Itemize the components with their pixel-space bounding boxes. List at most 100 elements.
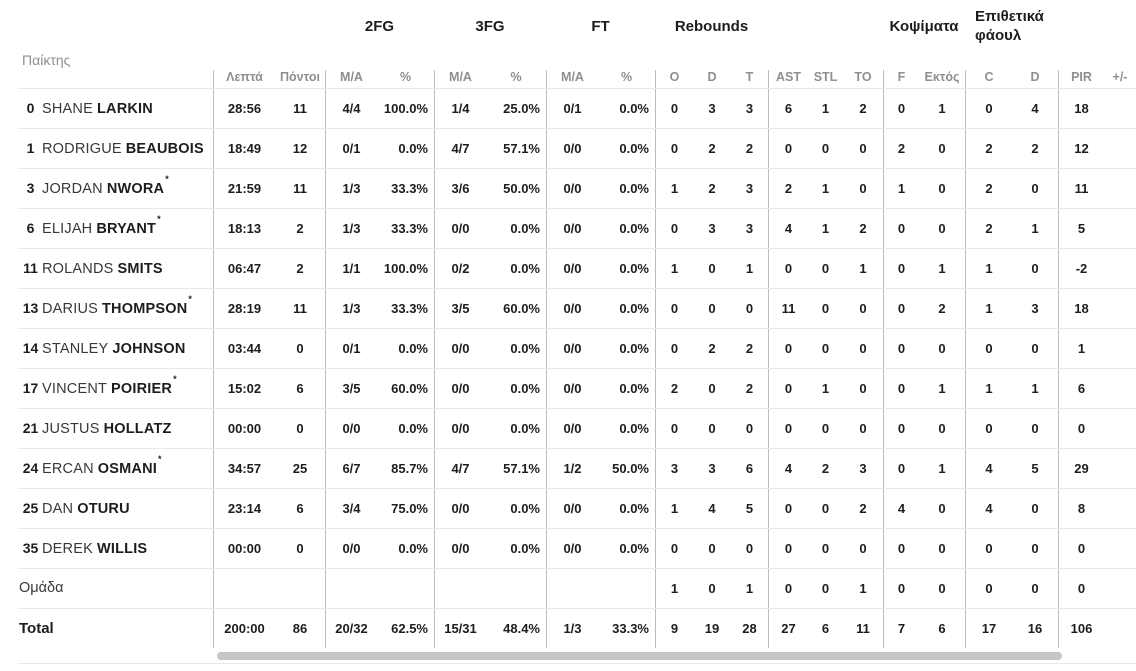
stat-cell: 4 [1031,100,1039,116]
stat-cell: 0 [655,208,693,248]
horizontal-scrollbar-thumb[interactable] [217,652,1062,660]
stat-cell [1104,248,1136,288]
stat-cell: 4 [883,488,919,528]
player-name[interactable]: DEREK WILLIS [42,539,148,557]
player-first-name: ERCAN [42,460,94,477]
stat-cell: 0/0 [546,408,598,448]
player-row[interactable]: 13 DARIUS THOMPSON* 28:19 11 1/3 33.3% 3/5 60.0%… [0,288,1136,328]
stat-cell: 7 [883,608,919,648]
stat-cell [1104,408,1136,448]
player-name[interactable]: RODRIGUE BEAUBOIS [42,139,205,157]
player-row[interactable]: 1 RODRIGUE BEAUBOIS 18:49 12 0/1 0.0% 4/7 57.1% 0… [0,128,1136,168]
player-name[interactable]: SHANE LARKIN [42,99,154,117]
stat-cell: 18:49 [213,128,275,168]
stat-cell: 2 [965,128,1012,168]
player-cell: 14 STANLEY JOHNSON [0,328,213,368]
stat-cell: 33.3% [612,620,649,636]
stat-cell: 0 [708,260,716,276]
player-cell: 3 JORDAN NWORA* [0,168,213,208]
player-row[interactable]: 0 SHANE LARKIN 28:56 11 4/4 100.0% 1/4 25.0% 0/1 0… [0,88,1136,128]
stat-cell: 19 [704,620,720,636]
stat-cell [275,568,325,608]
stat-cell [1104,488,1136,528]
player-name[interactable]: ELIJAH BRYANT* [42,214,161,237]
team-row-label: Ομάδα [19,580,64,596]
stat-cell: 33.3% [391,220,428,236]
stat-cell: 1 [821,220,830,236]
stat-cell: 62.5% [391,620,428,636]
player-row[interactable]: 21 JUSTUS HOLLATZ 00:00 0 0/0 0.0% 0/0 0.0% 0/0 0.… [0,408,1136,448]
stat-cell: 0.0% [510,540,540,556]
stat-cell: 0/0 [434,368,486,408]
stat-cell: 3 [745,100,754,116]
stat-cell: 0 [883,208,919,248]
starter-mark: * [188,294,193,305]
player-row[interactable]: 17 VINCENT POIRIER* 15:02 6 3/5 60.0% 0/0 0.0% 0/… [0,368,1136,408]
stat-cell: 100.0% [383,260,428,276]
stat-cell: 4 [768,208,808,248]
stat-cell: 0.0% [398,340,428,356]
stat-cell: 0.0% [510,500,540,516]
player-number: 21 [22,420,39,436]
player-row[interactable]: 35 DEREK WILLIS 00:00 0 0/0 0.0% 0/0 0.0% 0/0 0.0%… [0,528,1136,568]
player-name[interactable]: STANLEY JOHNSON [42,339,187,357]
starter-mark: * [173,374,177,385]
stat-cell: 2 [883,128,919,168]
stat-cell: 18 [1058,88,1104,128]
stat-cell: 11 [1058,168,1104,208]
stat-cell: 2 [745,140,754,156]
stat-cell: 48.4% [503,620,540,636]
player-name[interactable]: DAN OTURU [42,499,131,517]
stat-cell: 25 [292,460,308,476]
stat-cell: 0/0 [546,248,598,288]
stat-cell: 2 [821,460,830,476]
player-row[interactable]: 3 JORDAN NWORA* 21:59 11 1/3 33.3% 3/6 50.0% 0/0 0… [0,168,1136,208]
stat-cell: 0 [938,220,946,236]
stat-cell: 0/0 [546,528,598,568]
player-cell: 6 ELIJAH BRYANT* [0,208,213,248]
stat-cell: 4 [768,448,808,488]
stat-cell: 0.0% [510,220,540,236]
player-cell: 25 DAN OTURU [0,488,213,528]
player-row[interactable]: 25 DAN OTURU 23:14 6 3/4 75.0% 0/0 0.0% 0/0 0.0% 1 4… [0,488,1136,528]
stat-cell: 06:47 [213,248,275,288]
stat-cell: 1 [821,180,830,196]
stat-cell: 0 [965,408,1012,448]
player-name[interactable]: ROLANDS SMITS [42,259,164,277]
stat-cell: 3 [745,180,754,196]
stat-cell: 57.1% [503,460,540,476]
stat-cell: 1 [655,168,693,208]
stat-cell: 1/2 [546,448,598,488]
stat-cell: 0.0% [510,260,540,276]
player-row[interactable]: 14 STANLEY JOHNSON 03:44 0 0/1 0.0% 0/0 0.0% 0/0 0… [0,328,1136,368]
stat-column-header: D [707,70,717,84]
player-name[interactable]: DARIUS THOMPSON* [42,294,192,317]
stat-cell: 0 [1031,580,1039,596]
stat-cell: 0 [883,328,919,368]
stat-cell: 4 [965,448,1012,488]
player-cell: 1 RODRIGUE BEAUBOIS [0,128,213,168]
stat-cell: 2 [859,500,867,516]
player-row[interactable]: 11 ROLANDS SMITS 06:47 2 1/1 100.0% 0/2 0.0% 0/0 0… [0,248,1136,288]
player-cell: 24 ERCAN OSMANI* [0,448,213,488]
player-last-name: JOHNSON [112,340,186,357]
stat-cell: 20/32 [325,608,377,648]
stat-cell: 4 [965,488,1012,528]
player-row[interactable]: 6 ELIJAH BRYANT* 18:13 2 1/3 33.3% 0/0 0.0% 0/0 0.… [0,208,1136,248]
player-row[interactable]: 24 ERCAN OSMANI* 34:57 25 6/7 85.7% 4/7 57.1% 1/2… [0,448,1136,488]
player-column-header: Παίκτης [22,52,71,68]
stat-cell: 00:00 [213,528,275,568]
player-name[interactable]: VINCENT POIRIER* [42,374,177,397]
player-name[interactable]: JORDAN NWORA* [42,174,169,197]
stat-cell: 1 [965,248,1012,288]
player-last-name: POIRIER [111,380,173,397]
stat-cell: 0/0 [546,208,598,248]
stat-cell [213,568,275,608]
stat-cell: 6 [768,88,808,128]
player-name[interactable]: JUSTUS HOLLATZ [42,419,173,437]
stat-cell: 1 [1031,380,1039,396]
stat-cell: 3 [745,220,754,236]
stat-cell: 0 [768,328,808,368]
box-score-table: 2FG 3FG FT Rebounds Κοψίματα Επιθετικά φ… [0,8,1136,664]
player-name[interactable]: ERCAN OSMANI* [42,454,162,477]
